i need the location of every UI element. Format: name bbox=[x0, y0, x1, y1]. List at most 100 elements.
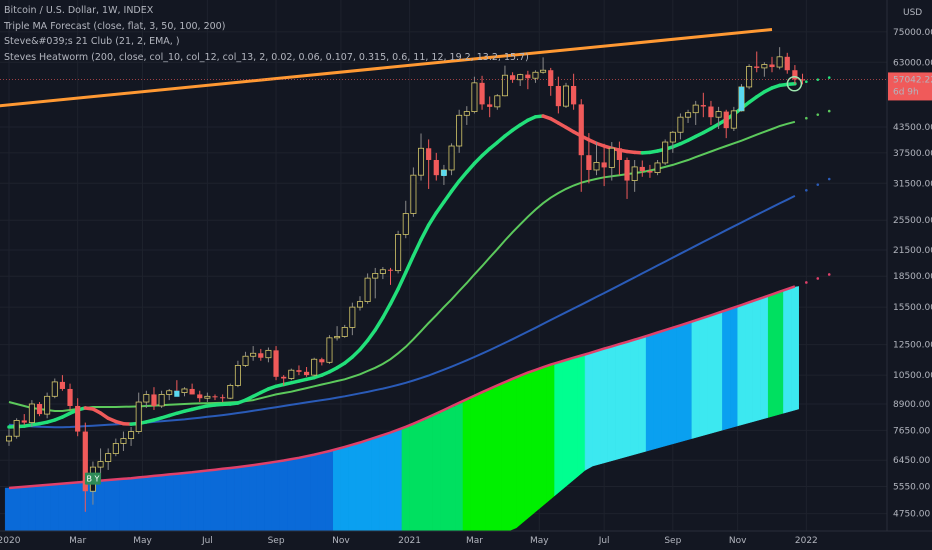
candle-body-up bbox=[471, 82, 478, 112]
heatworm-segment bbox=[378, 434, 387, 532]
heatworm-segment bbox=[653, 332, 662, 450]
forecast-dot bbox=[816, 78, 820, 81]
heatworm-segment bbox=[195, 471, 204, 532]
price-tick-label: 8900.00 bbox=[893, 400, 930, 410]
heatworm-segment bbox=[523, 372, 532, 522]
candle-body-down bbox=[212, 396, 218, 398]
candle-body-up bbox=[356, 301, 363, 308]
candle-body-down bbox=[387, 269, 394, 271]
heatworm-segment bbox=[767, 294, 777, 418]
candle-body-down bbox=[792, 70, 798, 80]
buy-signal-marker[interactable] bbox=[84, 472, 101, 485]
heatworm-segment bbox=[729, 307, 738, 429]
candle-body-down bbox=[647, 170, 653, 173]
heatworm-segment bbox=[630, 339, 639, 456]
ma200-line bbox=[8, 285, 796, 490]
ema21-segment bbox=[434, 200, 446, 215]
forecast-dot bbox=[816, 113, 820, 116]
heatworm-segment bbox=[775, 291, 784, 416]
heatworm-band bbox=[4, 286, 799, 532]
buy-signal-label: B Y bbox=[86, 475, 99, 484]
candlestick-series bbox=[6, 47, 806, 512]
ema21-segment bbox=[365, 328, 377, 343]
heatworm-segment bbox=[27, 485, 36, 532]
heatworm-segment bbox=[96, 480, 105, 532]
heatworm-segment bbox=[401, 426, 410, 532]
heatworm-segment bbox=[592, 350, 601, 467]
candle-body-up bbox=[112, 443, 119, 454]
time-tick-label: 2020 bbox=[0, 536, 21, 546]
legend-indicator-heatworm[interactable]: Steves Heatworm (200, close, col_10, col… bbox=[4, 51, 529, 63]
candle-body-down bbox=[723, 111, 729, 129]
heatworm-segment bbox=[294, 457, 304, 532]
heatworm-segment bbox=[622, 341, 632, 458]
forecast-dot bbox=[827, 109, 831, 113]
candle-body-up bbox=[44, 395, 51, 415]
legend-indicator-21-club[interactable]: Steve&#039;s 21 Club (21, 2, EMA, ) bbox=[4, 36, 180, 47]
time-tick-label: Mar bbox=[466, 536, 483, 546]
ema21-segment bbox=[381, 302, 393, 320]
heatworm-segment bbox=[699, 317, 708, 437]
price-tick-label: 7650.00 bbox=[893, 426, 930, 436]
legend-symbol[interactable]: Bitcoin / U.S. Dollar, 1W, INDEX bbox=[4, 5, 154, 16]
last-bar-highlight-circle bbox=[786, 76, 803, 92]
heatworm-segment bbox=[4, 487, 14, 532]
candle-body-down bbox=[59, 381, 66, 389]
time-tick-label: Jul bbox=[598, 536, 610, 546]
candle-body-up bbox=[158, 394, 165, 407]
trendline[interactable] bbox=[0, 28, 773, 110]
candle-body-up bbox=[364, 277, 371, 302]
heatworm-segment bbox=[180, 472, 189, 532]
forecast-dot bbox=[827, 273, 831, 276]
candle-body-up bbox=[776, 56, 783, 68]
candle-body-up bbox=[326, 337, 333, 363]
current-price-badge[interactable] bbox=[888, 72, 932, 101]
heatworm-segment bbox=[432, 413, 441, 532]
ema21-segment bbox=[373, 315, 385, 332]
candle-body-down bbox=[189, 388, 195, 395]
heatworm-segment bbox=[20, 486, 29, 532]
heatworm-segment bbox=[584, 352, 593, 471]
heatworm-segment bbox=[203, 470, 212, 532]
heatworm-segment bbox=[577, 355, 586, 478]
heatworm-segment bbox=[172, 473, 181, 532]
candle-body-down bbox=[319, 359, 325, 363]
candle-body-down bbox=[82, 431, 88, 492]
currency-label[interactable]: USD bbox=[903, 8, 923, 18]
candle-body-down bbox=[21, 420, 27, 423]
heatworm-segment bbox=[455, 402, 464, 532]
heatworm-segment bbox=[554, 362, 563, 497]
candle-body-up bbox=[166, 390, 173, 395]
candle-body-down bbox=[639, 166, 645, 171]
heatworm-segment bbox=[706, 315, 716, 435]
heatworm-segment bbox=[317, 452, 326, 532]
heatworm-segment bbox=[134, 477, 143, 532]
candle-body-up bbox=[128, 431, 135, 439]
time-tick-label: May bbox=[530, 536, 549, 546]
heatworm-segment bbox=[714, 312, 723, 433]
time-tick-label: Nov bbox=[729, 536, 747, 546]
candle-body-down bbox=[555, 85, 561, 107]
candle-body-up bbox=[204, 395, 211, 399]
legend-indicator-triple-ma[interactable]: Triple MA Forecast (close, flat, 3, 50, … bbox=[4, 20, 226, 32]
heatworm-segment bbox=[722, 309, 731, 431]
heatworm-segment bbox=[737, 304, 746, 427]
candle-body-up bbox=[746, 66, 753, 88]
candle-body-up bbox=[410, 174, 417, 214]
heatworm-segment bbox=[287, 458, 296, 532]
candle-body-up bbox=[402, 213, 409, 235]
candle-body-down bbox=[548, 70, 554, 86]
heatworm-segment bbox=[615, 343, 624, 461]
candle-body-up bbox=[669, 131, 676, 143]
candle-body-down bbox=[258, 353, 264, 358]
candle-body-up bbox=[227, 384, 234, 399]
current-price-value: 57042.22 bbox=[893, 75, 932, 85]
candle-body-up bbox=[608, 147, 615, 168]
heatworm-segment bbox=[760, 296, 769, 420]
time-tick-label: Sep bbox=[268, 536, 285, 546]
candle-body-up bbox=[97, 461, 104, 468]
heatworm-segment bbox=[386, 432, 395, 532]
candle-body-down bbox=[624, 159, 630, 181]
candle-body-up bbox=[715, 111, 722, 118]
